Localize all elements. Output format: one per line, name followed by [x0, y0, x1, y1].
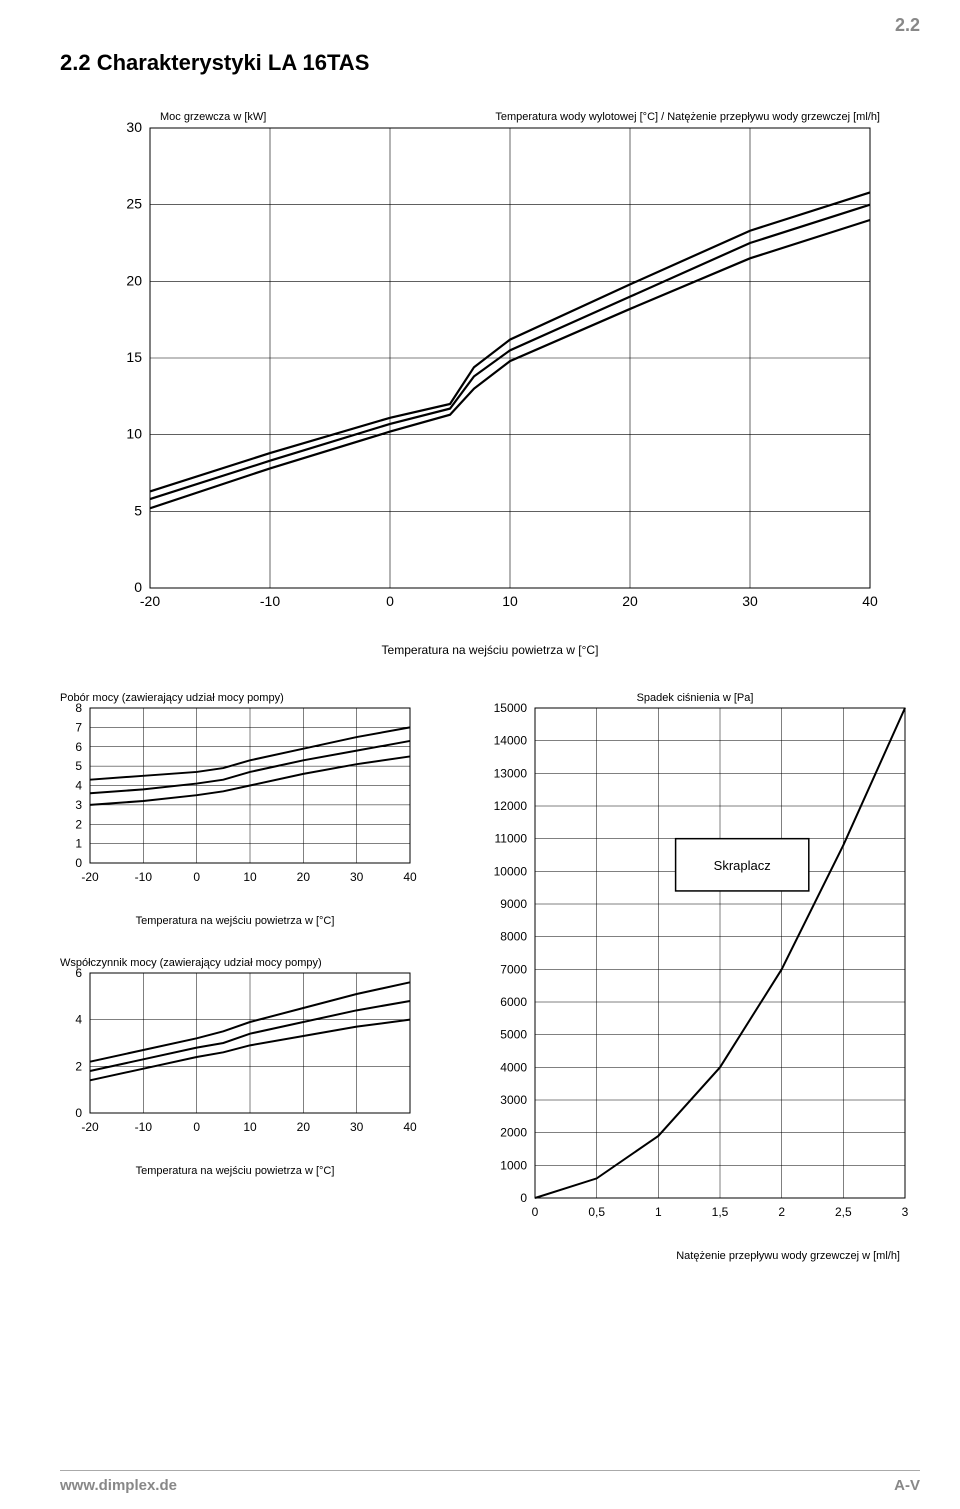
- svg-text:4: 4: [75, 779, 82, 793]
- svg-text:14000: 14000: [494, 734, 528, 748]
- footer-right: A-V: [894, 1477, 920, 1494]
- svg-text:-10: -10: [135, 1120, 153, 1134]
- svg-text:5000: 5000: [500, 1028, 527, 1042]
- svg-text:20: 20: [622, 593, 638, 609]
- svg-text:1: 1: [75, 837, 82, 851]
- svg-text:3: 3: [902, 1205, 909, 1219]
- svg-text:11000: 11000: [495, 832, 528, 846]
- svg-text:3000: 3000: [500, 1093, 527, 1107]
- footer-left: www.dimplex.de: [60, 1477, 177, 1494]
- svg-text:10: 10: [243, 870, 257, 884]
- svg-text:9000: 9000: [500, 897, 527, 911]
- svg-text:40: 40: [403, 1120, 417, 1134]
- chart-cop-title: Współczynnik mocy (zawierający udział mo…: [60, 957, 440, 969]
- svg-text:10: 10: [243, 1120, 257, 1134]
- svg-text:15: 15: [126, 349, 142, 365]
- chart-dp-title: Spadek ciśnienia w [Pa]: [480, 692, 910, 704]
- chart-dp-xlabel: Natężenie przepływu wody grzewczej w [ml…: [676, 1250, 900, 1262]
- chart-main-right-label: Temperatura wody wylotowej [°C] / Natęże…: [495, 111, 880, 123]
- chart-cop-xlabel: Temperatura na wejściu powietrza w [°C]: [136, 1165, 335, 1177]
- svg-text:30: 30: [350, 870, 364, 884]
- svg-text:10000: 10000: [494, 864, 528, 878]
- svg-text:0: 0: [193, 870, 200, 884]
- svg-text:-10: -10: [260, 593, 280, 609]
- svg-text:5: 5: [134, 502, 142, 518]
- svg-text:4000: 4000: [500, 1060, 527, 1074]
- svg-text:20: 20: [297, 870, 311, 884]
- svg-text:25: 25: [126, 196, 142, 212]
- svg-text:20: 20: [126, 272, 142, 288]
- svg-text:15000: 15000: [494, 701, 528, 715]
- svg-text:13000: 13000: [494, 766, 528, 780]
- svg-text:30: 30: [126, 119, 142, 135]
- chart-main-xlabel: Temperatura na wejściu powietrza w [°C]: [382, 643, 599, 657]
- svg-text:2000: 2000: [500, 1126, 527, 1140]
- svg-text:20: 20: [297, 1120, 311, 1134]
- svg-text:2: 2: [75, 1059, 82, 1073]
- svg-text:Skraplacz: Skraplacz: [714, 858, 771, 873]
- chart-main: -20-10010203040051015202530: [100, 128, 920, 613]
- svg-text:1,5: 1,5: [712, 1205, 729, 1219]
- svg-text:-20: -20: [140, 593, 160, 609]
- svg-text:0: 0: [532, 1205, 539, 1219]
- svg-text:2: 2: [75, 817, 82, 831]
- svg-text:0: 0: [193, 1120, 200, 1134]
- chart-cop: -20-100102030400246: [60, 973, 440, 1135]
- section-title: 2.2 Charakterystyki LA 16TAS: [60, 50, 920, 76]
- svg-text:2,5: 2,5: [835, 1205, 852, 1219]
- svg-text:40: 40: [862, 593, 878, 609]
- chart-main-left-label: Moc grzewcza w [kW]: [160, 111, 266, 123]
- svg-text:8: 8: [75, 701, 82, 715]
- svg-text:6000: 6000: [500, 995, 527, 1009]
- svg-text:1: 1: [655, 1205, 662, 1219]
- svg-text:30: 30: [350, 1120, 364, 1134]
- svg-text:7000: 7000: [500, 962, 527, 976]
- svg-text:30: 30: [742, 593, 758, 609]
- svg-text:0: 0: [520, 1191, 527, 1205]
- svg-text:-20: -20: [81, 870, 99, 884]
- svg-text:3: 3: [75, 798, 82, 812]
- svg-text:5: 5: [75, 759, 82, 773]
- chart-power-title: Pobór mocy (zawierający udział mocy pomp…: [60, 692, 440, 704]
- svg-text:10: 10: [126, 426, 142, 442]
- svg-text:6: 6: [75, 740, 82, 754]
- svg-text:40: 40: [403, 870, 417, 884]
- svg-text:0,5: 0,5: [588, 1205, 605, 1219]
- page-corner-number: 2.2: [895, 15, 920, 36]
- svg-text:8000: 8000: [500, 930, 527, 944]
- svg-text:2: 2: [778, 1205, 785, 1219]
- svg-text:0: 0: [134, 579, 142, 595]
- svg-text:10: 10: [502, 593, 518, 609]
- svg-text:4: 4: [75, 1013, 82, 1027]
- chart-power-xlabel: Temperatura na wejściu powietrza w [°C]: [136, 915, 335, 927]
- svg-text:12000: 12000: [494, 799, 528, 813]
- chart-dp: 0 0,5 1 1,5 2 2,5 3 0 1000 2000 3000 4000 5000 6000 70…: [480, 708, 910, 1220]
- chart-main-wrapper: Moc grzewcza w [kW] Temperatura wody wyl…: [100, 111, 920, 657]
- svg-text:7: 7: [75, 720, 82, 734]
- svg-text:6: 6: [75, 966, 82, 980]
- svg-text:0: 0: [75, 856, 82, 870]
- svg-text:-10: -10: [135, 870, 153, 884]
- svg-text:0: 0: [386, 593, 394, 609]
- chart-power: -20-10010203040012345678: [60, 708, 440, 885]
- svg-text:-20: -20: [81, 1120, 99, 1134]
- svg-text:1000: 1000: [500, 1158, 527, 1172]
- svg-text:0: 0: [75, 1106, 82, 1120]
